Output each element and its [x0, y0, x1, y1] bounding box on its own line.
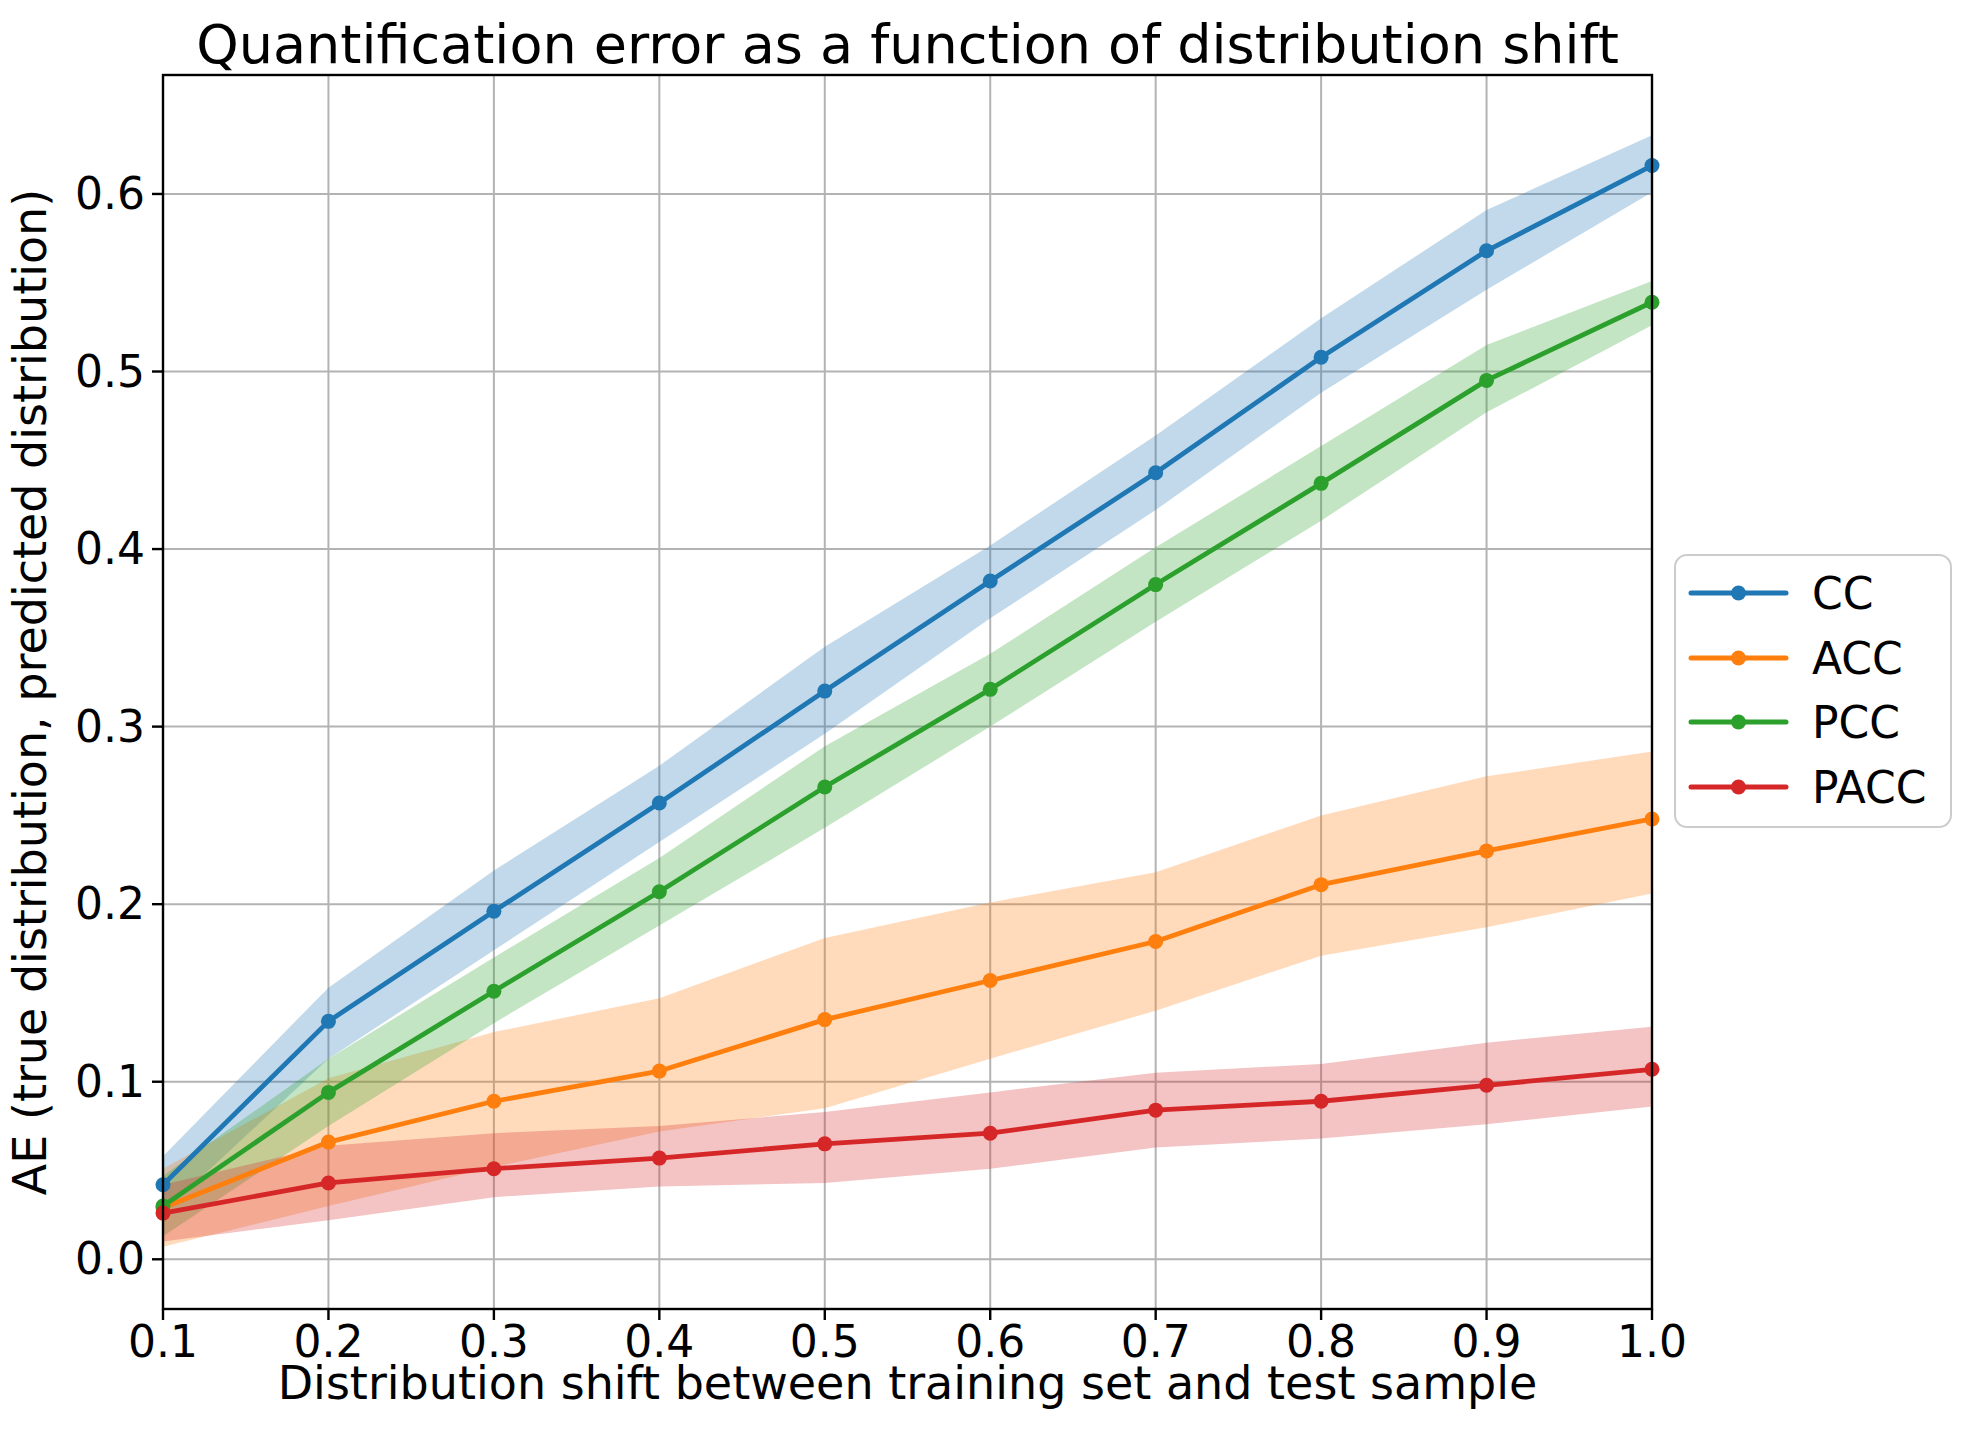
data-point-ACC: [1479, 843, 1494, 858]
legend-marker-PACC: [1731, 780, 1746, 795]
data-point-PACC: [652, 1151, 667, 1166]
data-point-CC: [1479, 243, 1494, 258]
legend-label-CC: CC: [1812, 568, 1873, 619]
data-point-PCC: [1479, 373, 1494, 388]
legend-label-ACC: ACC: [1812, 633, 1903, 684]
data-point-CC: [817, 684, 832, 699]
legend-label-PACC: PACC: [1812, 762, 1927, 813]
data-point-ACC: [486, 1094, 501, 1109]
y-tick-label: 0.2: [75, 878, 145, 929]
data-point-CC: [652, 795, 667, 810]
data-point-PACC: [321, 1175, 336, 1190]
data-point-PCC: [817, 779, 832, 794]
data-point-PCC: [1148, 577, 1163, 592]
legend-marker-CC: [1731, 586, 1746, 601]
data-point-ACC: [321, 1135, 336, 1150]
data-point-CC: [1148, 465, 1163, 480]
legend-label-PCC: PCC: [1812, 697, 1900, 748]
y-tick-label: 0.4: [75, 523, 145, 574]
x-axis-label: Distribution shift between training set …: [163, 1358, 1652, 1409]
data-point-ACC: [1314, 877, 1329, 892]
data-point-PACC: [983, 1126, 998, 1141]
legend-marker-PCC: [1731, 715, 1746, 730]
y-tick-label: 0.3: [75, 701, 145, 752]
data-point-ACC: [652, 1064, 667, 1079]
y-tick-label: 0.6: [75, 168, 145, 219]
data-point-ACC: [817, 1012, 832, 1027]
data-point-CC: [321, 1014, 336, 1029]
data-point-PACC: [1314, 1094, 1329, 1109]
data-point-PCC: [1314, 476, 1329, 491]
data-point-CC: [1314, 350, 1329, 365]
line-chart: 0.10.20.30.40.50.60.70.80.91.00.00.10.20…: [0, 0, 1969, 1446]
y-axis-label: AE (true distribution, predicted distrib…: [2, 42, 58, 1342]
data-point-ACC: [983, 973, 998, 988]
figure: 0.10.20.30.40.50.60.70.80.91.00.00.10.20…: [0, 0, 1969, 1446]
data-point-PCC: [983, 682, 998, 697]
legend-marker-ACC: [1731, 651, 1746, 666]
y-tick-label: 0.0: [75, 1233, 145, 1284]
data-point-PCC: [486, 984, 501, 999]
data-point-ACC: [1148, 934, 1163, 949]
data-point-CC: [983, 574, 998, 589]
data-point-CC: [486, 904, 501, 919]
data-point-PACC: [1479, 1078, 1494, 1093]
y-tick-label: 0.1: [75, 1056, 145, 1107]
chart-title: Quantification error as a function of di…: [163, 14, 1652, 76]
y-tick-label: 0.5: [75, 346, 145, 397]
data-point-PACC: [817, 1136, 832, 1151]
data-point-PCC: [652, 884, 667, 899]
data-point-PCC: [321, 1085, 336, 1100]
data-point-PACC: [1148, 1103, 1163, 1118]
data-point-PACC: [486, 1161, 501, 1176]
